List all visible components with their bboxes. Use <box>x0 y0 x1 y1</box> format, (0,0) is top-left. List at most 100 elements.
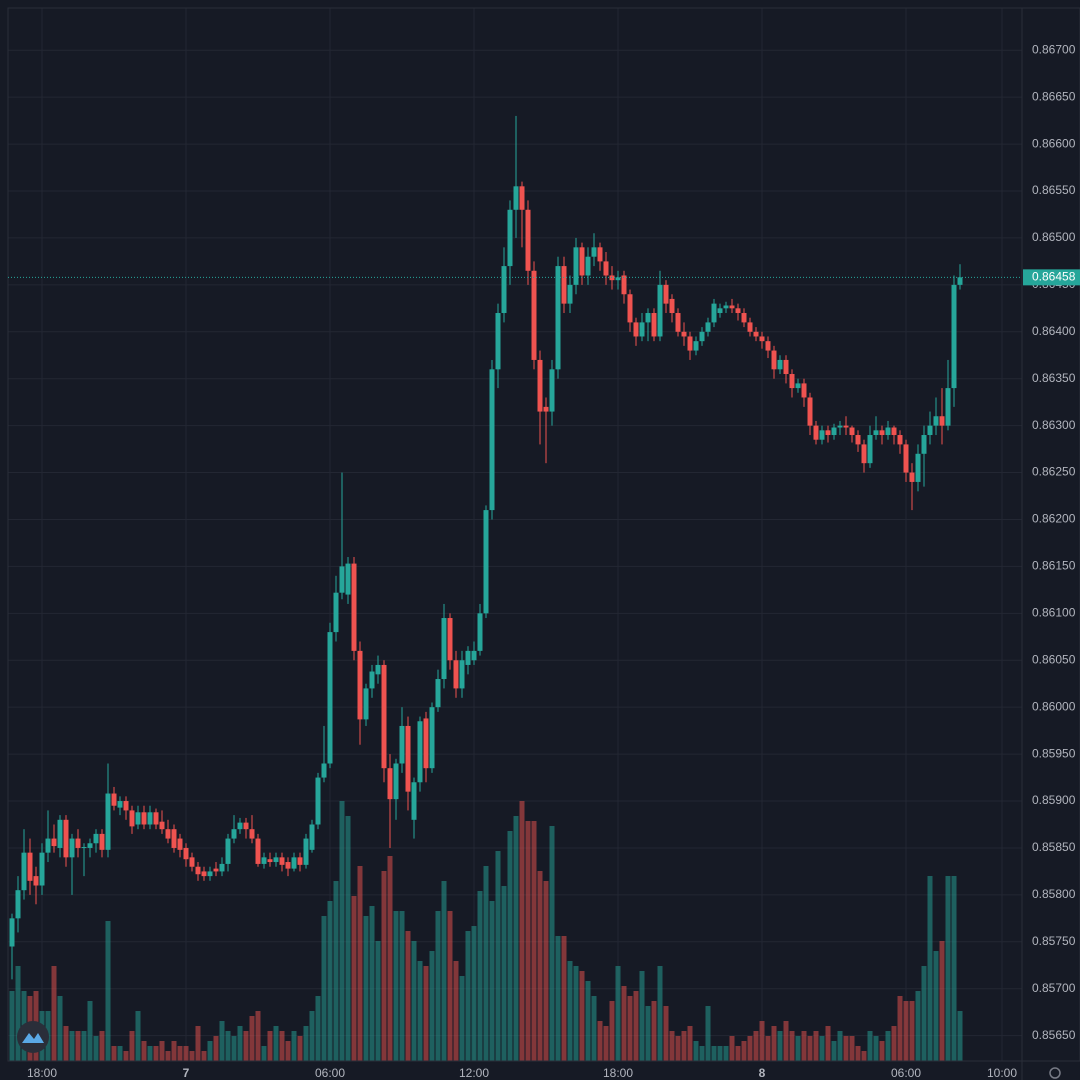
volume-bar <box>921 966 927 1061</box>
volume-bar <box>51 966 57 1061</box>
volume-bar <box>471 926 477 1061</box>
x-tick-label: 06:00 <box>315 1066 345 1080</box>
candle-body <box>819 430 825 440</box>
candle-body <box>801 383 807 398</box>
volume-bar <box>387 856 393 1061</box>
candle-body <box>15 890 21 919</box>
candle-body <box>735 308 741 314</box>
volume-bar <box>561 936 567 1061</box>
candle-body <box>369 671 375 689</box>
volume-bar <box>261 1046 267 1061</box>
candle-body <box>915 453 921 482</box>
candle-body <box>597 247 603 262</box>
candle-body <box>447 618 453 661</box>
volume-bar <box>183 1046 189 1061</box>
candle-body <box>831 427 837 436</box>
volume-bar <box>603 1026 609 1061</box>
volume-bar <box>681 1031 687 1061</box>
volume-bar <box>369 906 375 1061</box>
candle-body <box>183 847 189 860</box>
candle-body <box>627 294 633 323</box>
volume-bar <box>243 1031 249 1061</box>
candle-body <box>429 707 435 769</box>
volume-bar <box>465 931 471 1061</box>
candle-body <box>507 209 513 267</box>
candle-body <box>105 793 111 850</box>
volume-layer <box>9 801 963 1061</box>
volume-bar <box>879 1041 885 1061</box>
volume-bar <box>237 1026 243 1061</box>
candle-body <box>381 664 387 769</box>
volume-bar <box>135 1011 141 1061</box>
candle-body <box>633 322 639 337</box>
volume-bar <box>573 966 579 1061</box>
volume-bar <box>501 886 507 1061</box>
candle-body <box>621 275 627 295</box>
volume-bar <box>627 996 633 1061</box>
volume-bar <box>789 1031 795 1061</box>
candle-body <box>543 406 549 412</box>
volume-bar <box>897 996 903 1061</box>
candle-body <box>729 305 735 309</box>
volume-bar <box>321 916 327 1061</box>
y-tick-label: 0.86500 <box>1032 230 1076 244</box>
candle-body <box>663 284 669 304</box>
volume-bar <box>945 876 951 1061</box>
candle-body <box>849 427 855 436</box>
volume-bar <box>675 1036 681 1061</box>
candle-body <box>69 838 75 858</box>
x-tick-label: 12:00 <box>459 1066 489 1080</box>
volume-bar <box>813 1031 819 1061</box>
volume-bar <box>747 1036 753 1061</box>
volume-bar <box>129 1031 135 1061</box>
axes <box>7 7 1080 1080</box>
volume-bar <box>915 991 921 1061</box>
candle-body <box>747 322 753 332</box>
candle-body <box>957 277 963 285</box>
candle-body <box>765 341 771 351</box>
candle-body <box>99 833 105 850</box>
settings-icon[interactable] <box>1049 1067 1061 1079</box>
candle-body <box>45 838 51 853</box>
candle-body <box>459 660 465 689</box>
volume-bar <box>819 1036 825 1061</box>
volume-bar <box>855 1046 861 1061</box>
y-tick-label: 0.86350 <box>1032 371 1076 385</box>
volume-bar <box>531 821 537 1061</box>
volume-bar <box>399 911 405 1061</box>
candle-body <box>645 313 651 323</box>
volume-bar <box>81 1031 87 1061</box>
y-tick-label: 0.86300 <box>1032 418 1076 432</box>
volume-bar <box>777 1031 783 1061</box>
volume-bar <box>849 1036 855 1061</box>
volume-bar <box>729 1036 735 1061</box>
volume-bar <box>15 966 21 1061</box>
candle-body <box>147 812 153 825</box>
candle-body <box>705 322 711 332</box>
volume-bar <box>339 801 345 1061</box>
volume-bar <box>663 1006 669 1061</box>
candle-body <box>861 444 867 464</box>
volume-bar <box>153 1046 159 1061</box>
candle-body <box>567 284 573 304</box>
labels: 0.85650 0.85700 0.85750 0.85800 0.85850 0.859… <box>8 42 1080 1080</box>
candle-body <box>57 819 63 848</box>
candle-body <box>903 444 909 473</box>
volume-bar <box>357 866 363 1061</box>
candle-body <box>231 829 237 839</box>
volume-bar <box>591 996 597 1061</box>
logo[interactable] <box>17 1021 49 1053</box>
candle-body <box>489 369 495 511</box>
candle-body <box>825 430 831 436</box>
candle-body <box>177 838 183 850</box>
candle-body <box>93 833 99 844</box>
volume-bar <box>249 1016 255 1061</box>
volume-bar <box>765 1036 771 1061</box>
volume-bar <box>111 1046 117 1061</box>
candle-body <box>537 359 543 412</box>
volume-bar <box>567 961 573 1061</box>
volume-bar <box>579 971 585 1061</box>
volume-bar <box>759 1021 765 1061</box>
candle-body <box>525 209 531 271</box>
